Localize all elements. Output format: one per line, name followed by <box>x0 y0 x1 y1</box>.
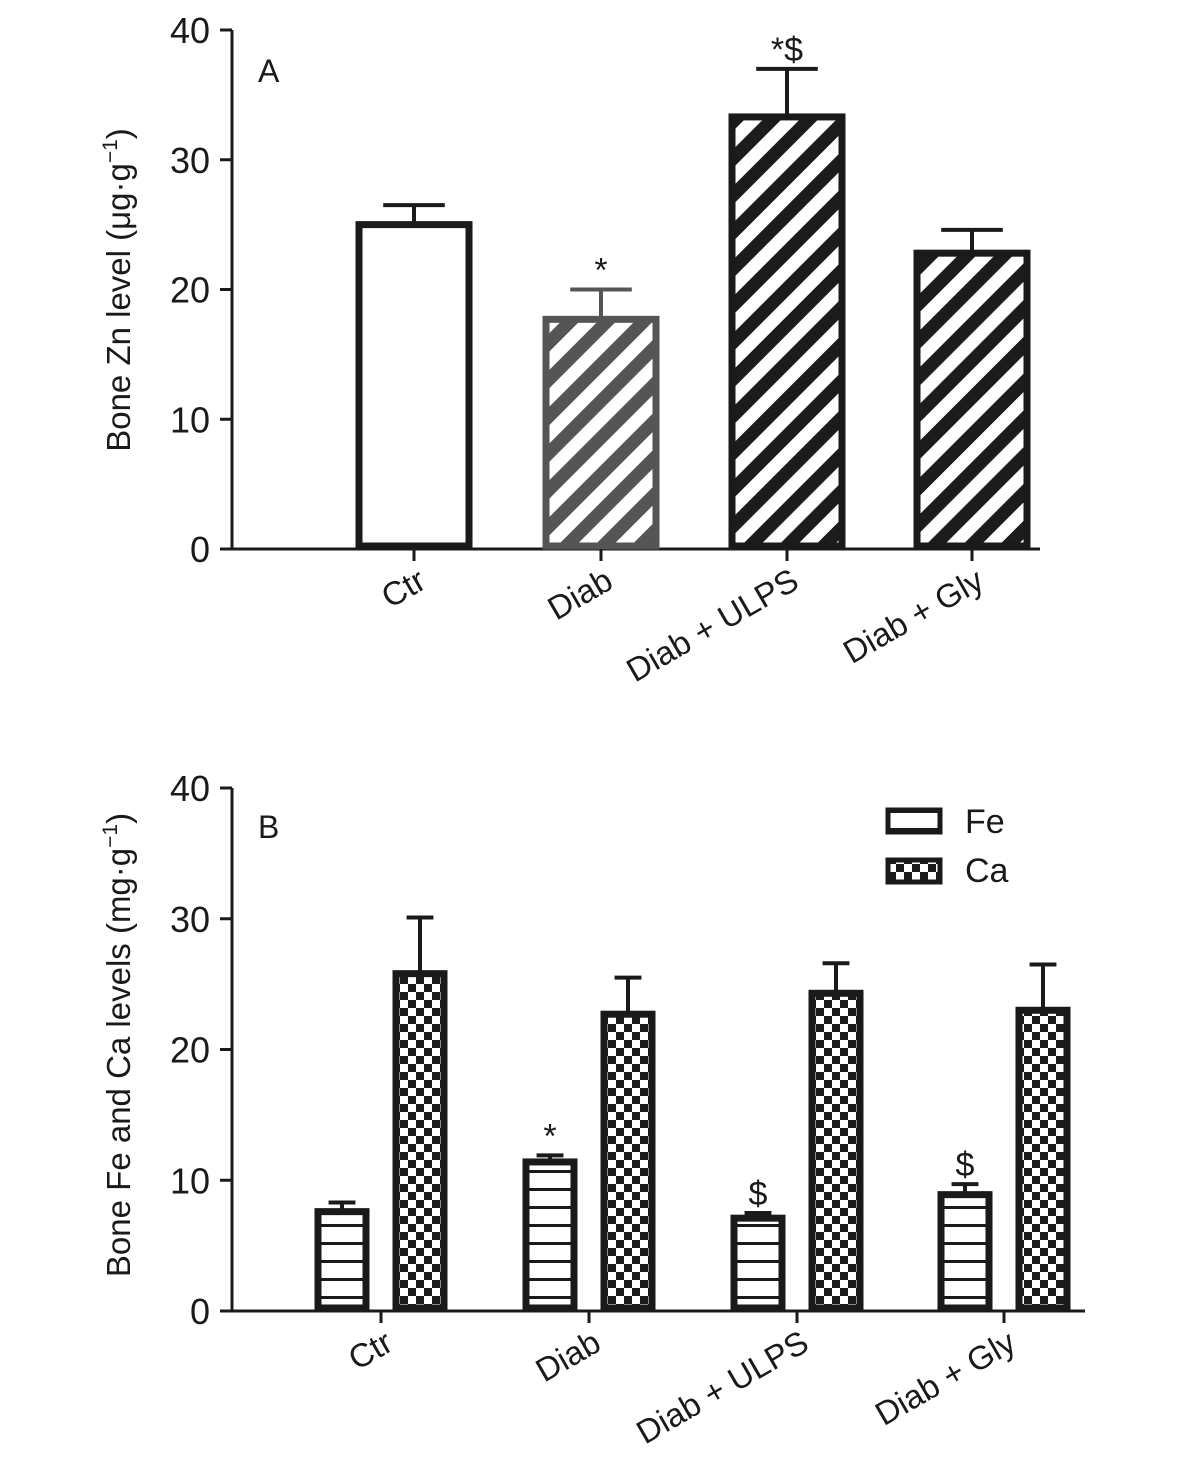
bar-ca <box>1015 1006 1071 1312</box>
legend-swatch-fe <box>885 807 943 835</box>
panel-b-y-axis-label: Bone Fe and Ca levels (mg·g−1) <box>99 813 137 1277</box>
bar-ca <box>392 970 448 1312</box>
y-tick-label: 20 <box>170 270 210 311</box>
legend-label-fe: Fe <box>965 803 1005 841</box>
category-label: Diab <box>541 561 618 627</box>
bar-fe <box>522 1158 578 1312</box>
panel-b-legend: Fe Ca <box>885 803 1009 890</box>
significance-marker: * <box>543 1117 556 1155</box>
y-tick-label: 30 <box>170 140 210 181</box>
y-tick-label: 40 <box>170 768 210 809</box>
y-tick-label: 0 <box>190 529 210 570</box>
bar <box>355 221 473 550</box>
panel-a-y-ticks: 0 10 20 30 40 <box>170 10 232 570</box>
panel-a-bars: * *$ <box>355 31 1031 550</box>
y-tick-label: 40 <box>170 10 210 51</box>
panel-b-letter: B <box>258 809 279 845</box>
panel-a-letter: A <box>258 53 280 89</box>
bar-fe <box>730 1214 786 1312</box>
bar <box>542 315 660 550</box>
panel-b-bars: * $ $ <box>314 915 1071 1312</box>
category-label: Ctr <box>375 561 432 615</box>
panel-a-chart: A Bone Zn level (μg·g−1) 0 10 20 30 40 * *$ C… <box>99 10 1040 689</box>
legend-label-ca: Ca <box>965 852 1009 890</box>
category-label: Diab + ULPS <box>620 561 805 689</box>
significance-marker: $ <box>956 1146 975 1184</box>
bar <box>913 249 1031 550</box>
category-label: Diab + Gly <box>837 561 990 671</box>
significance-marker: $ <box>749 1175 768 1213</box>
category-label: Diab + Gly <box>869 1323 1022 1433</box>
panel-a-y-axis-label: Bone Zn level (μg·g−1) <box>99 128 137 452</box>
legend-swatch-ca <box>885 857 943 885</box>
y-tick-label: 10 <box>170 399 210 440</box>
bar-ca <box>808 989 864 1312</box>
panel-b-chart: B Bone Fe and Ca levels (mg·g−1) 0 10 20 30… <box>99 768 1085 1451</box>
category-label: Ctr <box>342 1323 399 1377</box>
y-tick-label: 20 <box>170 1030 210 1071</box>
y-tick-label: 30 <box>170 899 210 940</box>
panel-b-category-labels: Ctr Diab Diab + ULPS Diab + Gly <box>342 1311 1022 1451</box>
category-label: Diab + ULPS <box>630 1323 815 1451</box>
y-tick-label: 0 <box>190 1291 210 1332</box>
bar-ca <box>600 1010 656 1312</box>
bar-fe <box>314 1208 370 1312</box>
significance-marker: * <box>594 252 607 290</box>
bar <box>728 113 846 550</box>
significance-marker: *$ <box>771 31 803 69</box>
category-label: Diab <box>529 1323 606 1389</box>
y-tick-label: 10 <box>170 1160 210 1201</box>
panel-a-category-labels: Ctr Diab Diab + ULPS Diab + Gly <box>375 549 990 689</box>
panel-b-y-ticks: 0 10 20 30 40 <box>170 768 232 1332</box>
bar-fe <box>937 1191 993 1312</box>
